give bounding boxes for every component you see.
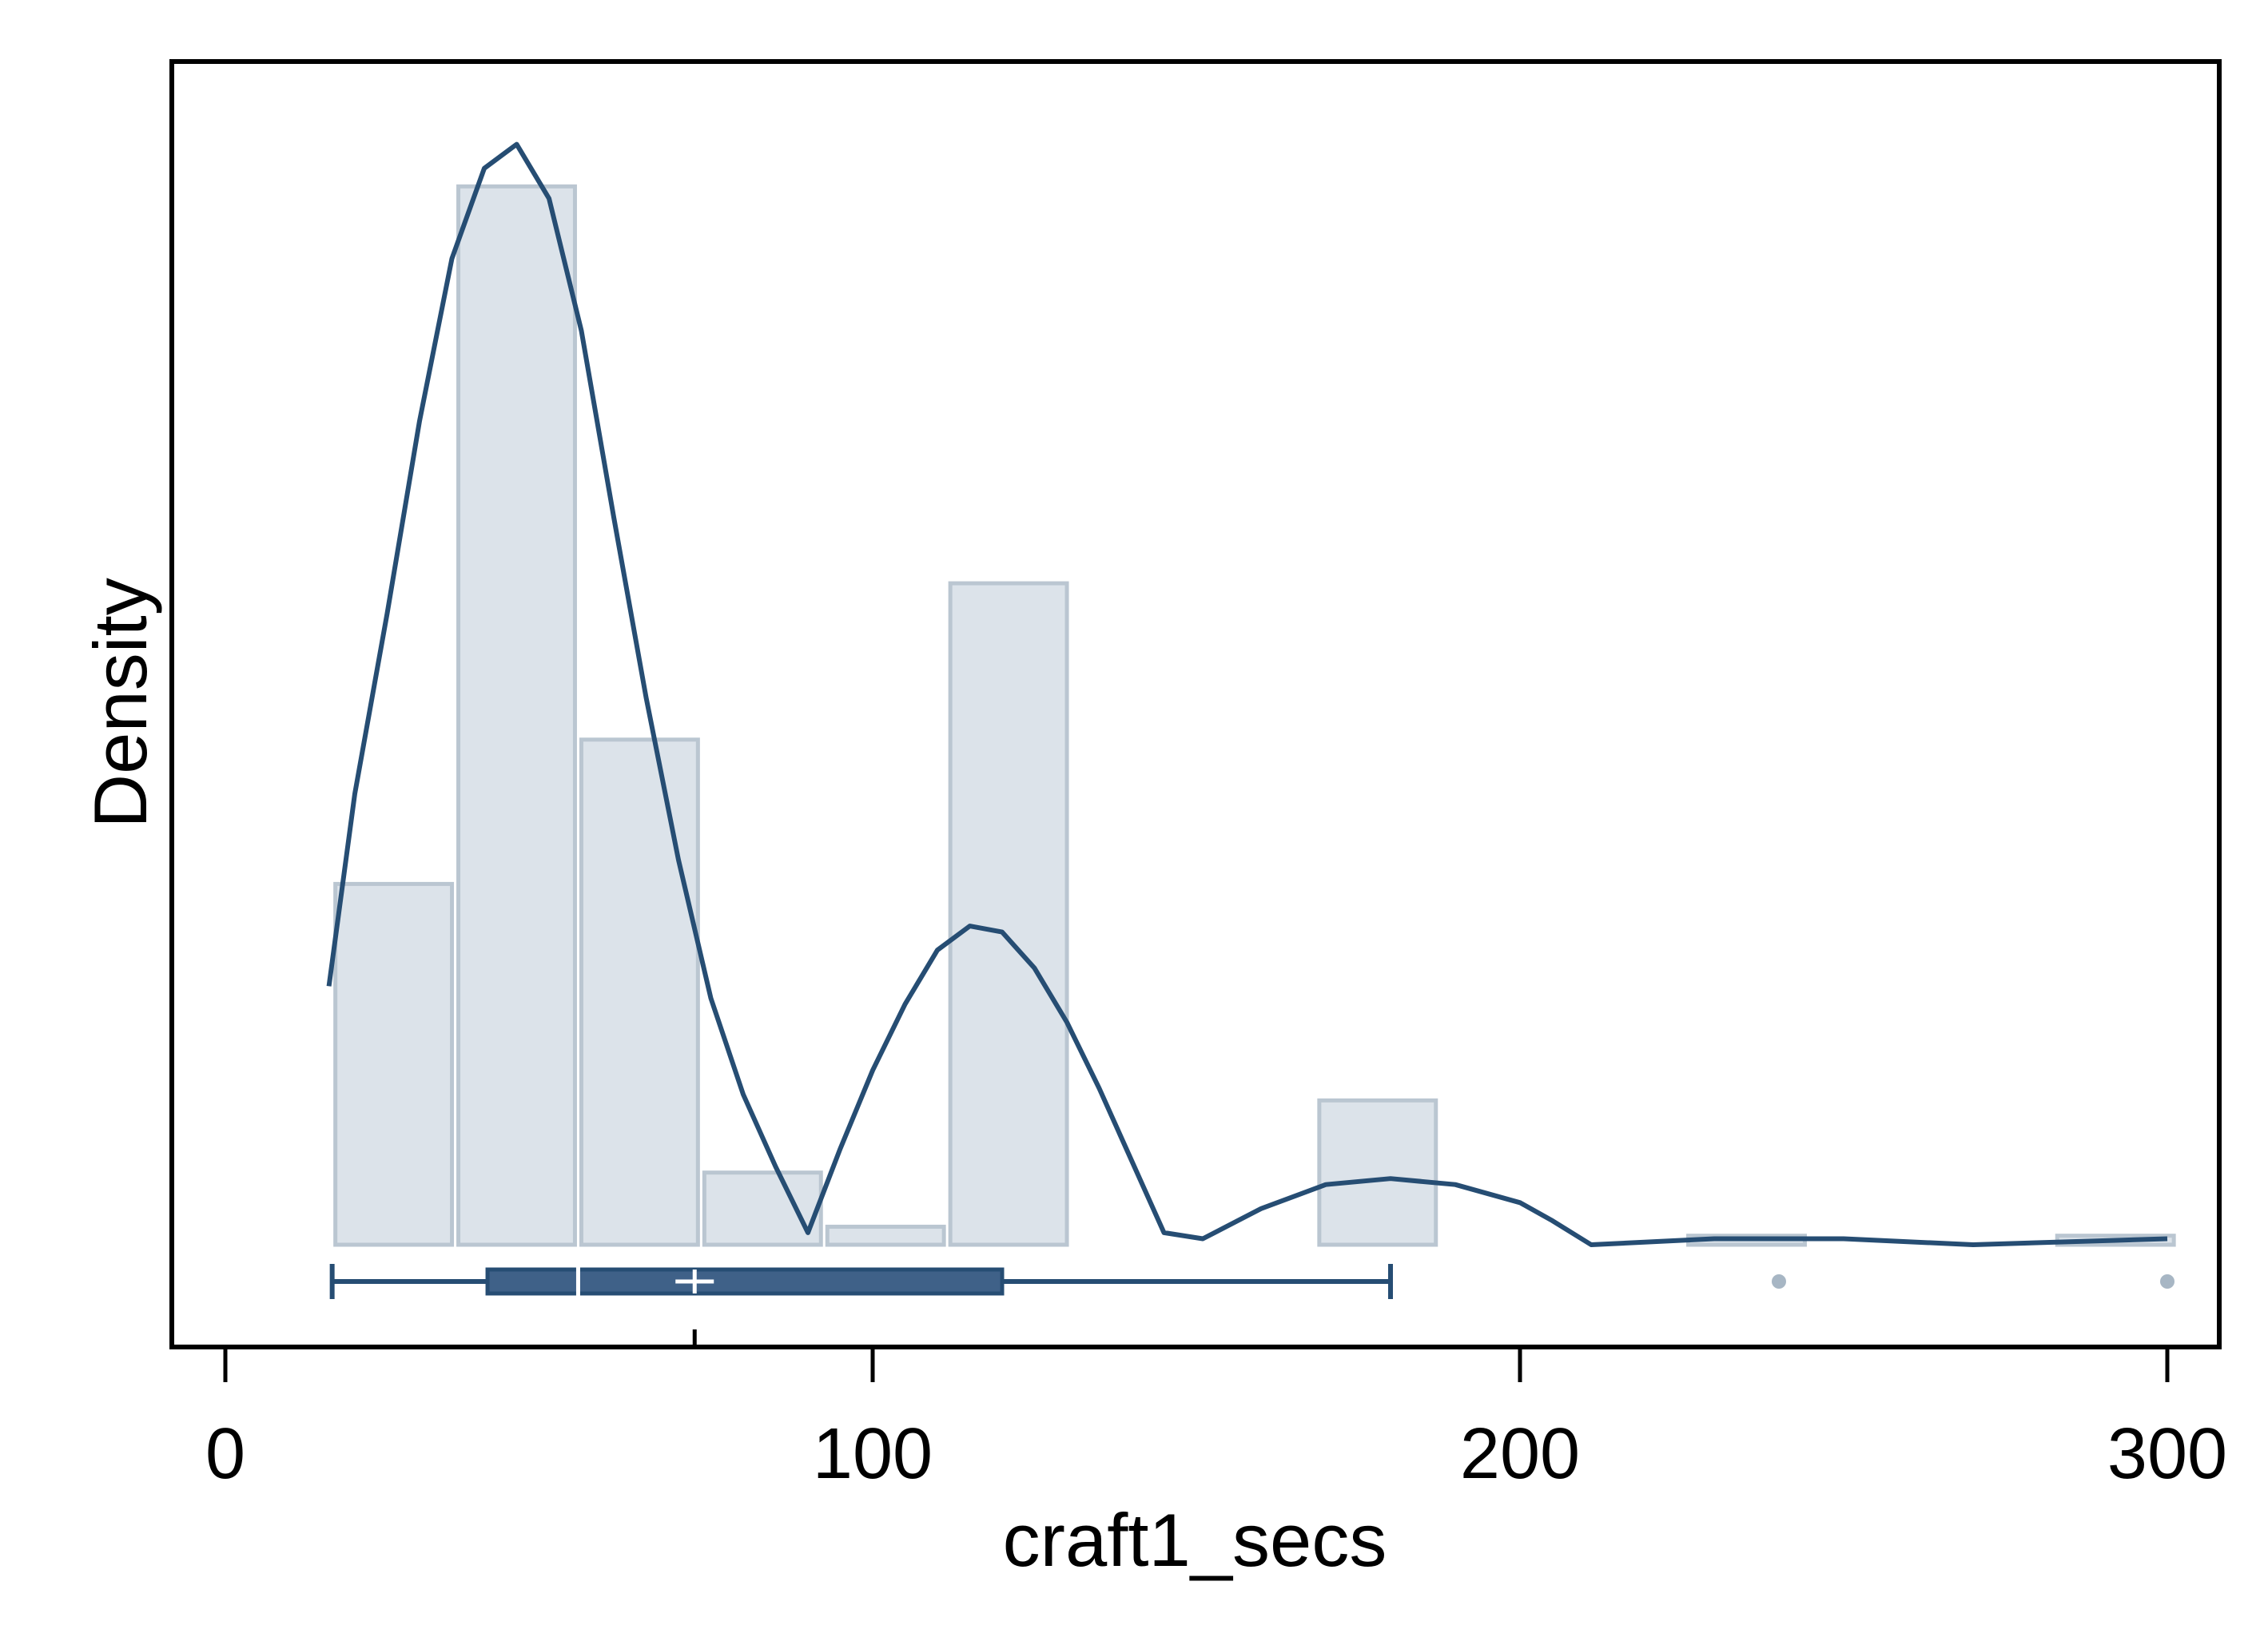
x-tick-label: 0 bbox=[205, 1414, 245, 1494]
boxplot-outlier bbox=[2160, 1274, 2174, 1289]
histogram-bar bbox=[702, 1170, 823, 1247]
histogram-bar bbox=[456, 184, 577, 1247]
histogram-bar bbox=[948, 581, 1069, 1247]
histogram-bar bbox=[825, 1224, 946, 1247]
boxplot-outlier bbox=[1772, 1274, 1786, 1289]
histogram-bar bbox=[1317, 1098, 1438, 1247]
y-axis-title: Density bbox=[78, 578, 162, 828]
histogram-bars bbox=[333, 184, 2176, 1247]
x-axis-title: craft1_secs bbox=[1003, 1498, 1387, 1582]
x-tick-label: 100 bbox=[813, 1414, 933, 1494]
x-tick-label: 200 bbox=[1460, 1414, 1580, 1494]
histogram-bar bbox=[579, 737, 700, 1247]
histogram-bar bbox=[333, 881, 455, 1247]
boxplot bbox=[329, 1264, 2174, 1347]
density-curve bbox=[326, 141, 2168, 1247]
x-axis: 0 100 200 300 bbox=[172, 1345, 2227, 1494]
x-tick-label: 300 bbox=[2107, 1414, 2227, 1494]
boxplot-box bbox=[485, 1267, 1005, 1296]
